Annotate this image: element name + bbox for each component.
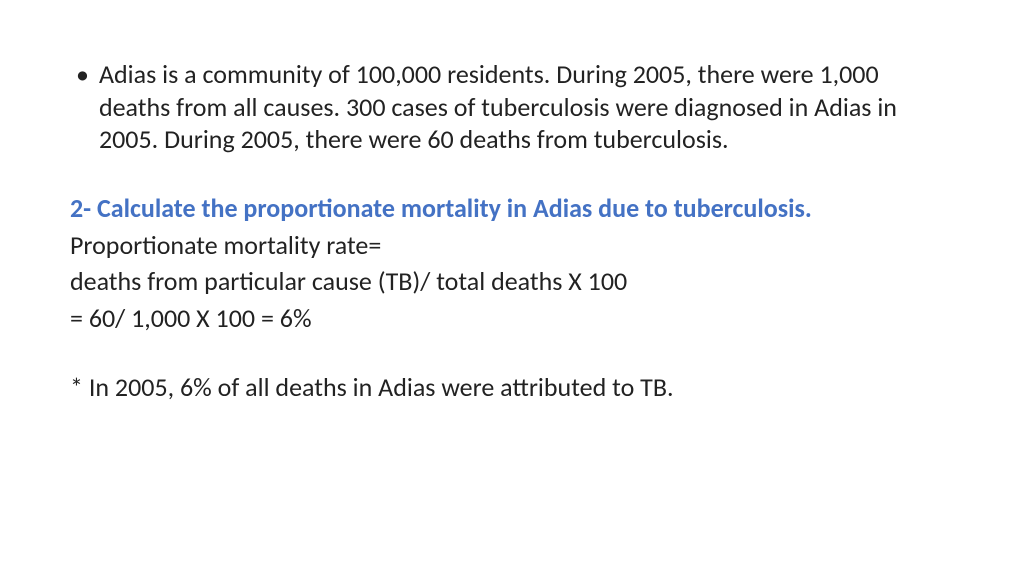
bullet-marker: • — [76, 58, 89, 91]
formula-label: Proportionate mortality rate= — [70, 228, 954, 262]
scenario-text: Adias is a community of 100,000 resident… — [99, 58, 954, 156]
interpretation-note: * In 2005, 6% of all deaths in Adias wer… — [70, 371, 954, 404]
formula-definition: deaths from particular cause (TB)/ total… — [70, 264, 954, 298]
scenario-bullet-item: • Adias is a community of 100,000 reside… — [70, 58, 954, 156]
calculation-result: = 60/ 1,000 X 100 = 6% — [70, 301, 954, 335]
question-heading: 2- Calculate the proportionate mortality… — [70, 192, 954, 225]
